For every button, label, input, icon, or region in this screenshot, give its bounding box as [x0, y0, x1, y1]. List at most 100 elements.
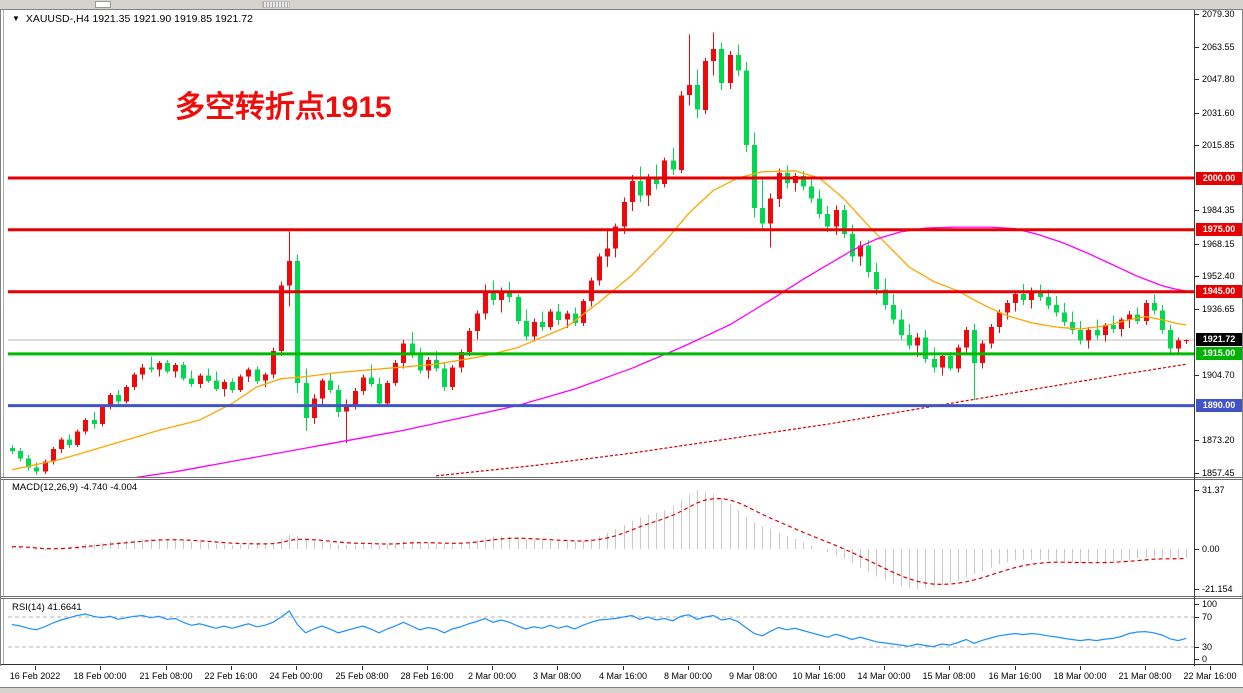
price-chart-pane[interactable]: ▼ XAUUSD-,H4 1921.35 1921.90 1919.85 192…: [8, 10, 1194, 477]
pane-divider[interactable]: [1, 596, 1242, 599]
time-tick: [1015, 666, 1016, 670]
time-tick: [427, 666, 428, 670]
time-label: 2 Mar 00:00: [467, 671, 517, 681]
time-label: 25 Feb 08:00: [335, 671, 389, 681]
axis-tick: [1194, 647, 1199, 648]
ma-mid-line: [134, 226, 1187, 477]
collapse-arrow-icon[interactable]: ▼: [12, 14, 20, 23]
time-tick: [884, 666, 885, 670]
time-axis-border: [1, 664, 1242, 666]
axis-tick: [1194, 309, 1199, 310]
time-tick: [753, 666, 754, 670]
price-tick-label: 1873.20: [1202, 435, 1235, 445]
axis-tick: [1194, 276, 1199, 277]
price-tick-label: 2063.55: [1202, 42, 1235, 52]
macd-signal-line: [11, 497, 1187, 586]
macd-tick-label: -21.154: [1202, 584, 1233, 594]
rsi-tick-label: 100: [1202, 599, 1218, 609]
axis-tick: [1194, 604, 1199, 605]
time-label: 9 Mar 08:00: [728, 671, 778, 681]
macd-tick-label: 0.00: [1202, 544, 1220, 554]
time-tick: [688, 666, 689, 670]
symbol-ohlc-header: ▼ XAUUSD-,H4 1921.35 1921.90 1919.85 192…: [12, 13, 253, 25]
ma-slow-line: [436, 363, 1187, 477]
time-tick: [492, 666, 493, 670]
price-tick-label: 1968.15: [1202, 239, 1235, 249]
time-tick: [623, 666, 624, 670]
ma-fast-line: [11, 170, 1187, 471]
time-tick: [1080, 666, 1081, 670]
price-badge: 1975.00: [1196, 223, 1242, 236]
axis-tick: [1194, 79, 1199, 80]
axis-tick: [1194, 549, 1199, 550]
time-label: 21 Mar 08:00: [1118, 671, 1172, 681]
toolbar-grip[interactable]: [262, 1, 290, 8]
price-badge: 2000.00: [1196, 172, 1242, 185]
price-badge: 1915.00: [1196, 347, 1242, 360]
time-label: 4 Mar 16:00: [598, 671, 648, 681]
time-label: 14 Mar 00:00: [857, 671, 911, 681]
time-axis[interactable]: 16 Feb 2022 18 Feb 00:00 21 Feb 08:00 22 Fe…: [0, 666, 1243, 687]
time-label: 8 Mar 00:00: [663, 671, 713, 681]
time-tick: [1210, 666, 1211, 670]
axis-tick: [1194, 589, 1199, 590]
price-tick-label: 1857.45: [1202, 468, 1235, 478]
window-inner-edge: [3, 10, 4, 686]
axis-tick: [1194, 210, 1199, 211]
axis-tick: [1194, 113, 1199, 114]
price-axis[interactable]: 2079.30 2063.55 2047.80 2031.60 2015.85 1984.…: [1194, 0, 1243, 693]
time-tick: [949, 666, 950, 670]
axis-tick: [1194, 375, 1199, 376]
price-tick-label: 2015.85: [1202, 140, 1235, 150]
rsi-tick-label: 0: [1202, 654, 1208, 664]
macd-histogram-layer: [12, 490, 1187, 589]
axis-tick: [1194, 617, 1199, 618]
price-badge: 1945.00: [1196, 285, 1242, 298]
rsi-canvas[interactable]: [8, 600, 1194, 664]
time-tick: [557, 666, 558, 670]
price-tick-label: 1952.40: [1202, 271, 1235, 281]
time-tick: [819, 666, 820, 670]
time-tick: [296, 666, 297, 670]
time-tick: [362, 666, 363, 670]
macd-canvas[interactable]: [8, 480, 1194, 596]
macd-label: MACD(12,26,9) -4.740 -4.004: [12, 482, 138, 493]
price-badge: 1921.72: [1196, 333, 1242, 346]
axis-tick: [1194, 244, 1199, 245]
time-label: 10 Mar 16:00: [792, 671, 846, 681]
rsi-pane[interactable]: RSI(14) 41.6641: [8, 600, 1194, 664]
time-label: 16 Mar 16:00: [988, 671, 1042, 681]
macd-tick-label: 31.37: [1202, 485, 1225, 495]
axis-tick: [1194, 14, 1199, 15]
axis-tick: [1194, 659, 1199, 660]
price-badge: 1890.00: [1196, 399, 1242, 412]
time-label: 22 Feb 16:00: [204, 671, 258, 681]
price-tick-label: 2047.80: [1202, 74, 1235, 84]
time-label: 16 Feb 2022: [9, 671, 61, 681]
axis-tick: [1194, 490, 1199, 491]
rsi-line: [11, 610, 1187, 648]
price-tick-label: 1904.70: [1202, 370, 1235, 380]
time-tick: [35, 666, 36, 670]
pane-divider[interactable]: [1, 477, 1242, 480]
axis-tick: [1194, 47, 1199, 48]
ohlc-values: 1921.35 1921.90 1919.85 1921.72: [92, 13, 253, 25]
price-chart-canvas[interactable]: [8, 10, 1194, 477]
price-tick-label: 1984.35: [1202, 205, 1235, 215]
time-tick: [100, 666, 101, 670]
toolbar-button-remnant[interactable]: [95, 1, 111, 8]
time-tick: [166, 666, 167, 670]
time-label: 18 Feb 00:00: [73, 671, 127, 681]
price-tick-label: 2031.60: [1202, 108, 1235, 118]
annotation-text: 多空转折点1915: [175, 91, 392, 124]
toolbar-remnant: [0, 0, 1243, 9]
rsi-label: RSI(14) 41.6641: [12, 602, 82, 613]
axis-tick: [1194, 440, 1199, 441]
macd-pane[interactable]: MACD(12,26,9) -4.740 -4.004: [8, 480, 1194, 596]
time-label: 3 Mar 08:00: [532, 671, 582, 681]
time-label: 24 Feb 00:00: [269, 671, 323, 681]
time-label: 15 Mar 08:00: [922, 671, 976, 681]
price-tick-label: 1936.65: [1202, 304, 1235, 314]
rsi-tick-label: 70: [1202, 612, 1213, 622]
